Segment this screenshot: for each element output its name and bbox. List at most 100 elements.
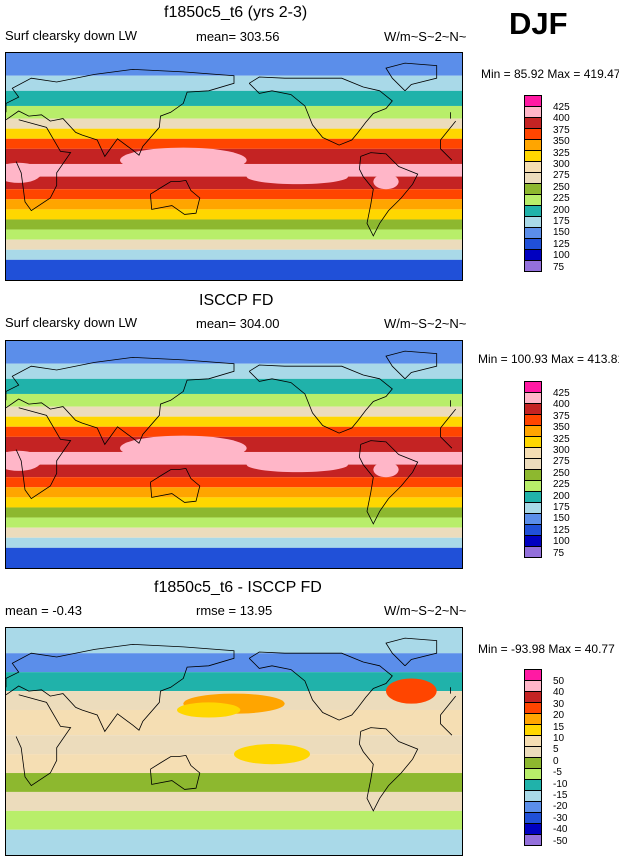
contour-blob bbox=[373, 174, 399, 190]
colorbar-tick-label: -30 bbox=[553, 812, 568, 824]
colorbar-tick-label: 0 bbox=[553, 755, 559, 767]
contour-blob bbox=[6, 450, 42, 471]
coastline bbox=[150, 179, 201, 215]
contour-band bbox=[6, 163, 462, 177]
contour-band bbox=[6, 547, 462, 568]
contour-band bbox=[6, 105, 462, 119]
coastline bbox=[248, 364, 393, 434]
colorbar-tick-label: 250 bbox=[553, 467, 570, 479]
contour-blob bbox=[177, 702, 241, 718]
contour-band bbox=[6, 451, 462, 465]
contour-band bbox=[6, 464, 462, 478]
colorbar-tick-label: 50 bbox=[553, 676, 565, 687]
coastline bbox=[440, 140, 453, 161]
map-field bbox=[6, 53, 462, 280]
colorbar-tick-label: 225 bbox=[553, 479, 570, 491]
panel-2-mean-label: mean= 304.00 bbox=[196, 316, 280, 331]
contour-blob bbox=[234, 744, 310, 765]
colorbar-tick-label: -40 bbox=[553, 824, 568, 836]
colorbar-tick-label: -20 bbox=[553, 801, 568, 813]
map-field bbox=[6, 628, 462, 855]
season-label: DJF bbox=[509, 6, 568, 41]
coastline bbox=[358, 727, 419, 812]
panel-1-variable-label: Surf clearsky down LW bbox=[5, 28, 137, 43]
colorbar-tick-label: 300 bbox=[553, 445, 570, 456]
panel-3-minmax: Min = -93.98 Max = 40.77 bbox=[478, 642, 615, 656]
panel-2-minmax: Min = 100.93 Max = 413.81 bbox=[478, 352, 619, 366]
coastline bbox=[385, 62, 438, 92]
colorbar-swatch bbox=[524, 834, 542, 846]
colorbar-tick-label: 100 bbox=[553, 536, 570, 548]
contour-band bbox=[6, 239, 462, 250]
contour-band bbox=[6, 219, 462, 230]
colorbar-tick-label: 425 bbox=[553, 102, 570, 113]
contour-band bbox=[6, 128, 462, 139]
coastline bbox=[150, 467, 201, 503]
colorbar-tick-label: 250 bbox=[553, 181, 570, 193]
colorbar-tick-label: 425 bbox=[553, 388, 570, 399]
contour-band bbox=[6, 810, 462, 830]
coastline bbox=[6, 643, 235, 733]
colorbar-tick-label: 200 bbox=[553, 204, 570, 216]
contour-blob bbox=[120, 147, 247, 173]
colorbar-tick-label: -15 bbox=[553, 790, 568, 801]
colorbar-tick-label: 10 bbox=[553, 733, 565, 744]
contour-blob bbox=[120, 435, 247, 461]
colorbar-tick-label: 100 bbox=[553, 250, 570, 262]
colorbar-tick-label: 375 bbox=[553, 124, 570, 136]
contour-band bbox=[6, 393, 462, 407]
panel-3-colorbar bbox=[524, 669, 542, 846]
contour-band bbox=[6, 487, 462, 498]
contour-band bbox=[6, 209, 462, 220]
coastline bbox=[6, 356, 235, 446]
contour-band bbox=[6, 628, 462, 654]
colorbar-tick-label: -50 bbox=[553, 835, 568, 847]
coastline bbox=[15, 407, 72, 500]
contour-band bbox=[6, 754, 462, 774]
colorbar-tick-label: 5 bbox=[553, 744, 559, 756]
colorbar-tick-label: 20 bbox=[553, 710, 565, 722]
contour-band bbox=[6, 477, 462, 488]
coastline bbox=[440, 428, 453, 449]
contour-blob bbox=[386, 678, 437, 704]
contour-band bbox=[6, 653, 462, 673]
panel-2-units-label: W/m~S~2~N~ bbox=[384, 316, 467, 331]
coastline bbox=[248, 651, 393, 721]
contour-band bbox=[6, 791, 462, 811]
colorbar-tick-label: 325 bbox=[553, 147, 570, 159]
panel-3-map bbox=[5, 627, 463, 856]
contour-band bbox=[6, 90, 462, 106]
contour-band bbox=[6, 672, 462, 692]
coastline bbox=[440, 695, 457, 716]
coastline bbox=[6, 68, 235, 158]
colorbar-tick-label: 125 bbox=[553, 524, 570, 536]
colorbar-tick-label: -10 bbox=[553, 778, 568, 790]
contour-band bbox=[6, 176, 462, 190]
contour-band bbox=[6, 735, 462, 755]
colorbar-tick-label: 350 bbox=[553, 422, 570, 434]
coastline bbox=[150, 754, 201, 790]
colorbar-tick-label: 75 bbox=[553, 261, 565, 273]
contour-blob bbox=[373, 462, 399, 478]
panel-2-map bbox=[5, 340, 463, 569]
panel-1-title: f1850c5_t6 (yrs 2-3) bbox=[164, 4, 308, 21]
contour-blob bbox=[6, 162, 42, 183]
coastline bbox=[440, 120, 457, 141]
coastline bbox=[358, 440, 419, 525]
panel-1-mean-label: mean= 303.56 bbox=[196, 29, 280, 44]
contour-band bbox=[6, 527, 462, 538]
colorbar-swatch bbox=[524, 546, 542, 558]
panel-3-rmse-label: rmse = 13.95 bbox=[196, 603, 273, 618]
colorbar-tick-label: 350 bbox=[553, 136, 570, 148]
contour-blob bbox=[246, 457, 348, 473]
contour-band bbox=[6, 406, 462, 417]
colorbar-tick-label: 225 bbox=[553, 193, 570, 205]
colorbar-tick-label: 150 bbox=[553, 513, 570, 525]
colorbar-tick-label: 200 bbox=[553, 490, 570, 502]
panel-2-variable-label: Surf clearsky down LW bbox=[5, 315, 137, 330]
panel-2-colorbar bbox=[524, 381, 542, 558]
colorbar-tick-label: 150 bbox=[553, 227, 570, 239]
colorbar-tick-label: 15 bbox=[553, 721, 565, 733]
contour-band bbox=[6, 537, 462, 548]
contour-band bbox=[6, 773, 462, 792]
